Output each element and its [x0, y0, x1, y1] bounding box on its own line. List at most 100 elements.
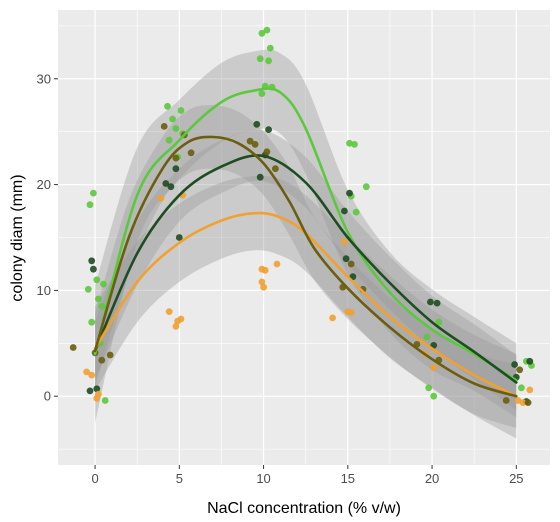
- data-point: [265, 57, 272, 65]
- x-axis-title: NaCl concentration (% v/w): [207, 500, 401, 517]
- data-point: [88, 257, 96, 265]
- data-point: [172, 154, 180, 162]
- data-point: [347, 309, 355, 316]
- confidence-band: [95, 175, 517, 439]
- smooth-curves: [93, 87, 518, 398]
- x-tick-label: 0: [91, 471, 98, 486]
- data-point: [258, 90, 266, 97]
- x-tick-label: 5: [176, 471, 183, 486]
- data-point: [90, 189, 97, 197]
- data-point: [425, 384, 433, 392]
- data-point: [165, 308, 173, 315]
- series-curve: [93, 135, 518, 398]
- data-point: [83, 368, 90, 376]
- data-point: [346, 189, 353, 197]
- data-point: [172, 125, 180, 132]
- data-point: [266, 44, 274, 52]
- data-point: [88, 318, 96, 326]
- data-point: [98, 356, 106, 364]
- data-point: [256, 173, 264, 181]
- y-tick-label: 30: [37, 71, 51, 86]
- data-point: [100, 280, 107, 288]
- data-point: [106, 351, 114, 359]
- data-point: [518, 384, 525, 392]
- data-point: [86, 201, 94, 209]
- confidence-band: [95, 49, 517, 423]
- data-point: [433, 299, 441, 307]
- data-point: [351, 141, 358, 148]
- data-point: [263, 148, 271, 156]
- y-tick-label: 10: [37, 283, 51, 298]
- data-point: [101, 397, 109, 404]
- data-point: [167, 183, 175, 191]
- data-point: [261, 266, 269, 274]
- confidence-band: [95, 129, 517, 410]
- data-point: [511, 361, 518, 368]
- data-point: [253, 120, 261, 128]
- data-point: [88, 371, 96, 379]
- data-point: [172, 165, 180, 173]
- data-point: [93, 394, 101, 402]
- data-point: [169, 115, 177, 123]
- data-point: [430, 364, 438, 372]
- x-tick-label: 25: [509, 471, 523, 486]
- data-point: [423, 333, 431, 341]
- data-point: [165, 136, 173, 144]
- y-axis-title: colony diam (mm): [9, 174, 26, 301]
- data-point: [86, 387, 94, 395]
- data-point: [258, 278, 266, 286]
- data-point: [347, 260, 355, 268]
- data-point: [187, 149, 195, 157]
- data-point: [352, 208, 360, 216]
- data-point: [160, 123, 168, 130]
- data-point: [342, 255, 350, 263]
- data-point: [260, 283, 267, 291]
- x-tick-label: 20: [425, 471, 439, 486]
- data-point: [263, 26, 271, 34]
- series-curve: [93, 87, 518, 382]
- data-point: [341, 238, 348, 246]
- data-point: [164, 102, 171, 110]
- data-point: [329, 314, 336, 322]
- data-point: [524, 399, 532, 406]
- data-point: [93, 385, 101, 393]
- data-point: [519, 399, 527, 406]
- data-point: [265, 126, 272, 133]
- data-point: [90, 265, 97, 273]
- data-point: [93, 276, 101, 284]
- y-tick-label: 0: [44, 389, 51, 404]
- data-point: [177, 315, 185, 323]
- data-point: [258, 29, 266, 37]
- data-point: [430, 392, 438, 400]
- data-point: [516, 366, 524, 374]
- data-point: [362, 183, 370, 191]
- data-point: [526, 357, 534, 365]
- data-point: [246, 137, 254, 145]
- data-point: [175, 234, 183, 241]
- series-curve: [93, 211, 518, 398]
- x-tick-label: 10: [256, 471, 270, 486]
- data-point: [84, 285, 92, 293]
- data-point: [172, 323, 180, 330]
- x-tick-label: 15: [341, 471, 355, 486]
- data-point: [272, 165, 279, 173]
- data-point: [251, 141, 259, 148]
- data-point: [526, 386, 534, 394]
- data-point: [98, 302, 106, 310]
- data-point: [427, 298, 434, 306]
- data-point: [69, 344, 77, 351]
- axis-ticks: 0 5 10 15 20 25 0 10 20 30: [37, 71, 524, 486]
- data-point: [256, 55, 264, 63]
- data-point: [502, 397, 510, 404]
- y-tick-label: 20: [37, 177, 51, 192]
- data-point: [95, 295, 102, 303]
- series-curve: [93, 154, 518, 384]
- data-point: [177, 107, 185, 114]
- data-point: [162, 180, 170, 187]
- data-point: [157, 194, 165, 202]
- data-point: [435, 318, 443, 326]
- confidence-ribbons: [95, 49, 517, 439]
- data-point: [341, 207, 348, 215]
